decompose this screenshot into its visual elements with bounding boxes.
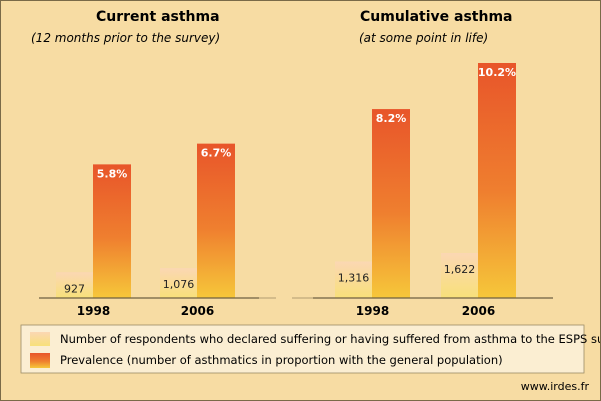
respondents-value-label: 1,622 — [444, 263, 476, 276]
bar-prevalence-0-0 — [93, 164, 131, 298]
bar-respondents-0-0 — [56, 272, 93, 298]
respondents-value-label: 1,316 — [338, 271, 370, 284]
panel-subtitle-cumulative: (at some point in life) — [359, 31, 488, 45]
year-label: 1998 — [356, 304, 389, 318]
legend-label-prevalence: Prevalence (number of asthmatics in prop… — [60, 353, 503, 367]
bar-respondents-1-1 — [441, 253, 478, 298]
legend-label-respondents: Number of respondents who declared suffe… — [60, 332, 600, 346]
prevalence-value-label: 5.8% — [97, 167, 128, 180]
panel-title-current: Current asthma — [96, 9, 220, 25]
prevalence-value-label: 10.2% — [478, 66, 516, 79]
year-label: 2006 — [462, 304, 495, 318]
legend-box — [20, 324, 585, 374]
respondents-value-label: 927 — [64, 282, 85, 295]
respondents-value-label: 1,076 — [163, 278, 195, 291]
bar-respondents-1-0 — [335, 261, 372, 298]
source-credit: www.irdes.fr — [521, 380, 590, 393]
bar-prevalence-0-1 — [197, 143, 235, 298]
prevalence-value-label: 6.7% — [201, 147, 232, 160]
bar-respondents-0-1 — [160, 268, 197, 298]
year-label: 1998 — [77, 304, 110, 318]
prevalence-value-label: 8.2% — [376, 112, 407, 125]
year-label: 2006 — [181, 304, 214, 318]
legend-swatch-prevalence — [30, 353, 50, 368]
panel-title-cumulative: Cumulative asthma — [360, 9, 513, 25]
bars-group: 927 5.8% 1998 1,076 6.7% 2006 1,316 8.2% 1998 1,6… — [56, 63, 516, 318]
panel-subtitle-current: (12 months prior to the survey) — [31, 31, 220, 45]
bar-prevalence-1-0 — [372, 109, 410, 298]
legend-swatch-respondents — [30, 332, 50, 346]
bar-prevalence-1-1 — [478, 63, 516, 298]
